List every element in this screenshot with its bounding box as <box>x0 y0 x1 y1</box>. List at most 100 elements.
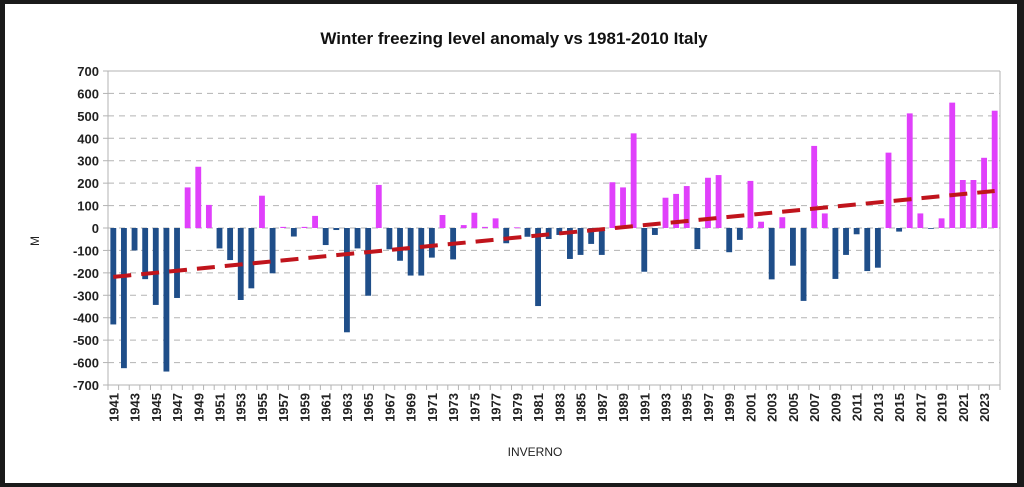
bar-1957 <box>280 226 287 228</box>
x-tick-label: 2007 <box>807 393 822 422</box>
bar-1996 <box>694 228 701 250</box>
bar-1943 <box>131 228 138 251</box>
bar-1980 <box>524 228 531 237</box>
x-tick-label: 1951 <box>213 393 228 422</box>
x-tick-label: 1991 <box>637 393 652 422</box>
x-tick-label: 1969 <box>404 393 419 422</box>
y-tick-label: -400 <box>73 311 99 326</box>
bar-2019 <box>938 218 945 228</box>
bar-2016 <box>906 113 913 228</box>
bar-2018 <box>928 228 934 229</box>
bar-1998 <box>715 175 722 228</box>
bar-1951 <box>216 228 223 249</box>
bar-2000 <box>736 228 743 240</box>
x-tick-labels: 1941 1943 1945 1947 1949 1951 1953 1955 1957 1959… <box>106 393 992 422</box>
x-tick-label: 2015 <box>892 393 907 422</box>
bar-1970 <box>418 228 425 276</box>
chart-frame: Winter freezing level anomaly vs 1981-20… <box>5 4 1017 483</box>
x-tick-label: 1959 <box>297 393 312 422</box>
bar-1968 <box>397 228 403 261</box>
y-tick-label: -700 <box>73 378 99 393</box>
x-tick-label: 1987 <box>595 393 610 422</box>
bar-2012 <box>864 228 871 272</box>
bar-1992 <box>651 228 658 235</box>
x-tick-label: 2017 <box>913 393 928 422</box>
bar-1956 <box>269 228 276 274</box>
y-tick-label: 500 <box>77 109 99 124</box>
y-axis-label: M <box>28 236 42 246</box>
bar-1944 <box>142 228 149 280</box>
bar-1977 <box>492 218 499 228</box>
x-tick-label: 1985 <box>574 393 589 422</box>
bar-1975 <box>471 212 478 228</box>
bar-1954 <box>248 228 255 289</box>
bar-2008 <box>821 213 828 228</box>
gridlines <box>103 70 1001 386</box>
bar-1955 <box>259 195 265 228</box>
bar-1967 <box>386 228 393 250</box>
bar-1993 <box>662 197 669 228</box>
y-tick-label: -600 <box>73 356 99 371</box>
y-tick-label: -200 <box>73 266 99 281</box>
x-tick-label: 2023 <box>977 393 992 422</box>
x-tick-label: 2019 <box>935 393 950 422</box>
x-tick-label: 1955 <box>255 393 270 422</box>
bar-1942 <box>121 228 127 369</box>
y-tick-label: 100 <box>77 199 99 214</box>
bar-2007 <box>811 145 818 228</box>
x-tick-label: 1945 <box>149 393 164 422</box>
x-tick-label: 1949 <box>191 393 206 422</box>
bar-1990 <box>630 133 637 228</box>
bar-1979 <box>513 227 520 229</box>
x-tick-label: 1965 <box>361 393 376 422</box>
x-tick-label: 1989 <box>616 393 631 422</box>
y-tick-labels: 700 600 500 400 300 200 100 0 -100 -200 -300 -400 -5… <box>73 64 99 393</box>
bar-2006 <box>800 228 807 301</box>
x-tick-label: 1953 <box>234 393 249 422</box>
bar-1981 <box>535 228 541 307</box>
x-tick-label: 1993 <box>659 393 674 422</box>
bar-2010 <box>843 228 849 255</box>
bar-2005 <box>790 228 796 266</box>
bar-1999 <box>726 228 733 253</box>
y-tick-label: 400 <box>77 131 99 146</box>
x-tick-label: 1977 <box>489 393 504 422</box>
y-tick-label: 300 <box>77 154 99 169</box>
bar-1960 <box>312 215 318 228</box>
x-tick-label: 2011 <box>850 393 865 421</box>
bar-1945 <box>152 228 159 305</box>
bar-2015 <box>896 228 903 232</box>
bar-1987 <box>598 228 605 255</box>
x-tick-label: 1995 <box>680 393 695 422</box>
x-tick-label: 2001 <box>743 393 758 422</box>
bar-2020 <box>949 102 956 228</box>
y-tick-label: 600 <box>77 86 99 101</box>
bar-1984 <box>567 228 573 259</box>
x-tick-label: 1981 <box>531 393 546 422</box>
x-tick-label: 1997 <box>701 393 716 422</box>
bar-1949 <box>195 166 202 228</box>
bar-2002 <box>758 221 764 228</box>
bar-1961 <box>322 228 329 246</box>
x-tick-label: 2021 <box>956 393 971 422</box>
y-tick-label: -300 <box>73 288 99 303</box>
bar-2014 <box>885 152 892 228</box>
trend-line-group <box>113 189 995 279</box>
bar-2003 <box>768 228 775 280</box>
bar-1985 <box>577 228 584 255</box>
x-tick-label: 1961 <box>319 393 334 422</box>
x-tick-label: 2013 <box>871 393 886 422</box>
axes <box>107 71 1001 390</box>
bar-1972 <box>439 214 446 228</box>
bar-2024 <box>991 110 998 228</box>
bar-1946 <box>163 228 170 372</box>
bar-2004 <box>779 217 786 228</box>
bar-1950 <box>205 204 212 228</box>
x-tick-label: 2009 <box>828 393 843 422</box>
bar-1976 <box>482 226 488 228</box>
bar-chart: Winter freezing level anomaly vs 1981-20… <box>28 29 1001 459</box>
y-tick-label: -100 <box>73 243 99 258</box>
x-tick-label: 1941 <box>106 393 121 422</box>
bar-2011 <box>853 228 860 235</box>
bar-1952 <box>227 228 234 261</box>
